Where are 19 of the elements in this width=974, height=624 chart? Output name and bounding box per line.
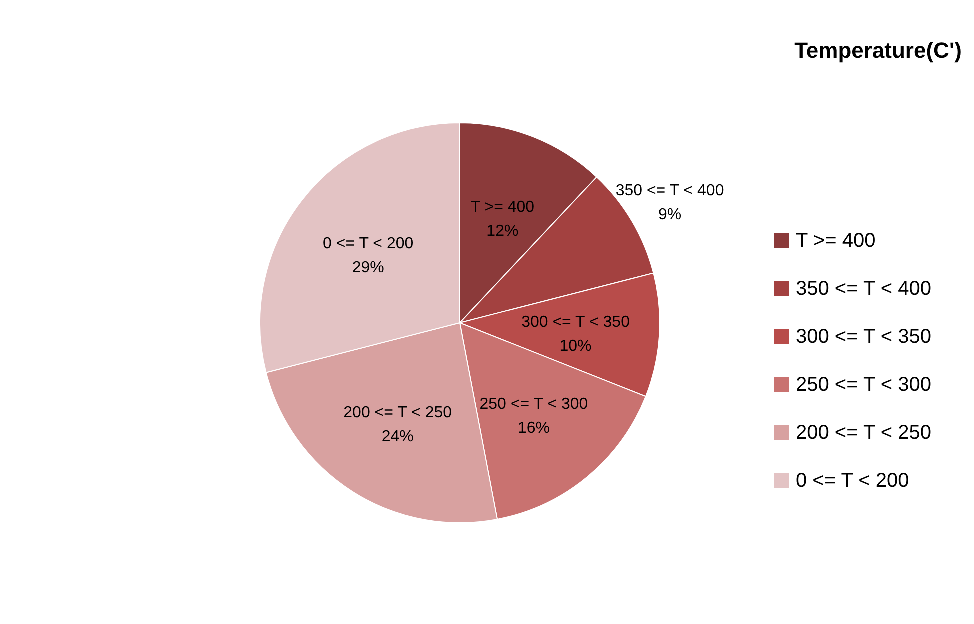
legend-label: 350 <= T < 400 xyxy=(796,278,932,300)
chart-title: Temperature(C') xyxy=(794,38,962,63)
slice-label: T >= 400 xyxy=(470,198,535,216)
legend-label: 0 <= T < 200 xyxy=(796,470,910,492)
slice-label: 200 <= T < 250 xyxy=(344,404,452,422)
slice-label: 350 <= T < 400 xyxy=(616,182,724,200)
slice-label: 0 <= T < 200 xyxy=(323,236,414,253)
data-label: 16% xyxy=(518,420,550,438)
legend-label: T >= 400 xyxy=(796,230,876,252)
legend-label: 250 <= T < 300 xyxy=(796,374,932,396)
data-label: 10% xyxy=(560,338,592,356)
slice-label: 300 <= T < 350 xyxy=(522,314,630,332)
data-label: 24% xyxy=(382,428,414,446)
data-label: 9% xyxy=(658,206,682,224)
data-label: 12% xyxy=(486,222,519,240)
legend-label: 200 <= T < 250 xyxy=(796,422,932,444)
slice-label: 250 <= T < 300 xyxy=(480,396,588,414)
data-label: 29% xyxy=(352,260,384,277)
legend-label: 300 <= T < 350 xyxy=(796,326,932,348)
